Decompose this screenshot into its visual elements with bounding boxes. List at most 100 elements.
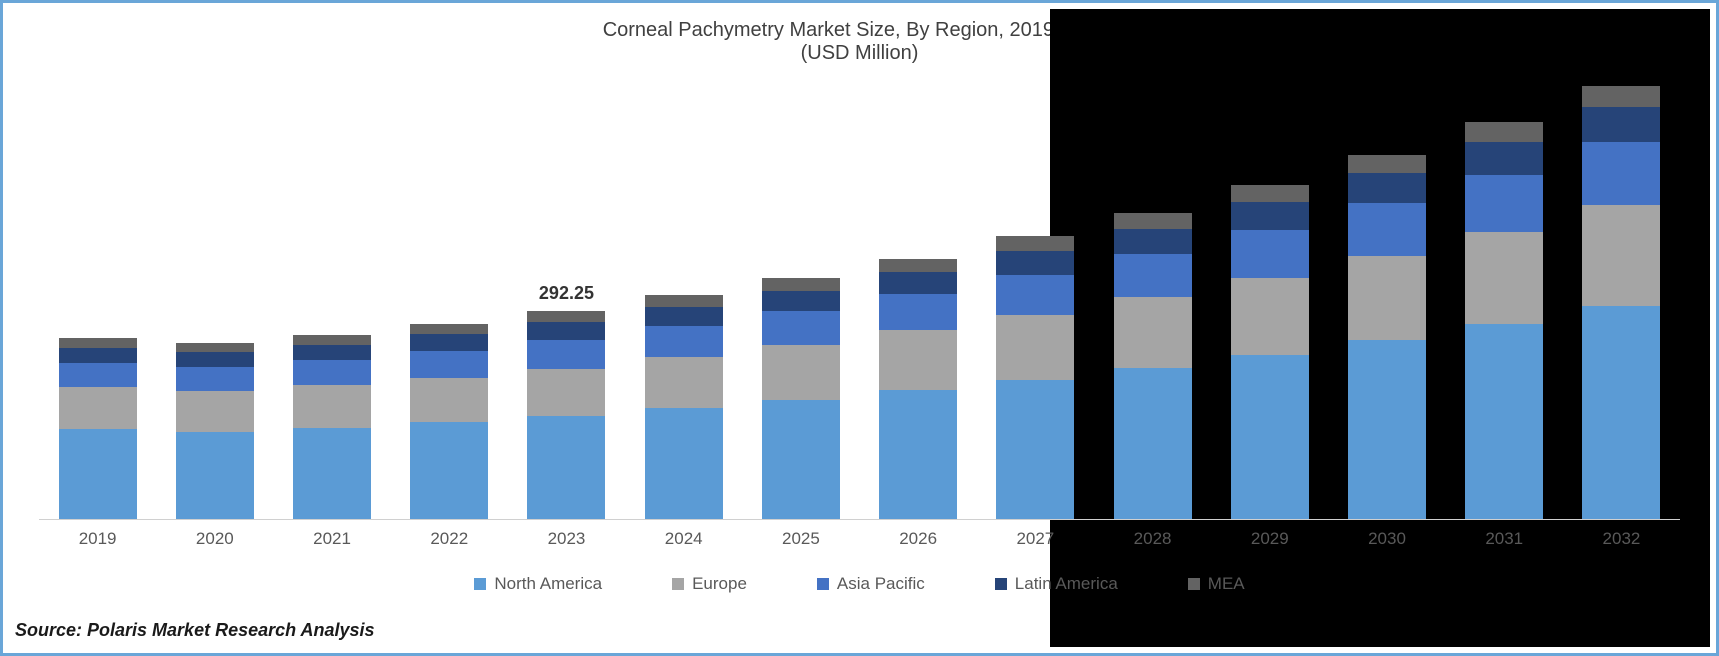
bar-segment [1114,213,1192,228]
bar-segment [1582,306,1660,520]
x-axis-label: 2028 [1094,529,1211,549]
stacked-bar [1231,185,1309,519]
stacked-bar [879,259,957,519]
bar-segment [293,385,371,428]
bar-segment [59,338,137,348]
bar-segment [527,369,605,417]
stacked-bar [527,311,605,519]
stacked-bar [1348,155,1426,519]
stacked-bar [762,278,840,519]
bar-segment [1465,175,1543,232]
bar-segment [762,311,840,345]
bars-row [39,99,1680,519]
bar-segment [59,363,137,388]
bar-segment [1114,254,1192,297]
bar-segment [527,311,605,322]
bar-segment [1348,155,1426,173]
bar-segment [1348,173,1426,203]
bar-slot [977,99,1094,519]
bar-segment [527,322,605,340]
stacked-bar [410,324,488,519]
bar-segment [59,348,137,363]
legend-item: MEA [1188,574,1245,594]
legend-swatch [995,578,1007,590]
chart-frame: Corneal Pachymetry Market Size, By Regio… [0,0,1719,656]
bar-segment [293,428,371,519]
bar-segment [762,400,840,519]
legend-label: Asia Pacific [837,574,925,594]
bar-segment [645,295,723,307]
x-axis-label: 2027 [977,529,1094,549]
stacked-bar [996,236,1074,519]
bar-segment [1231,230,1309,278]
bar-slot [1563,99,1680,519]
stacked-bar [1114,213,1192,519]
bar-slot [273,99,390,519]
bar-segment [293,335,371,345]
x-axis-label: 2030 [1328,529,1445,549]
bar-segment [645,326,723,357]
bar-slot [625,99,742,519]
legend-item: Asia Pacific [817,574,925,594]
x-axis-line [39,519,1680,520]
x-axis-label: 2031 [1446,529,1563,549]
bar-segment [176,391,254,432]
stacked-bar [1582,86,1660,519]
bar-slot [742,99,859,519]
bar-segment [1465,232,1543,324]
legend-label: North America [494,574,602,594]
bar-slot [156,99,273,519]
bar-segment [879,330,957,390]
stacked-bar [59,338,137,519]
plot-area [39,99,1680,519]
bar-segment [996,275,1074,315]
x-axis-label: 2023 [508,529,625,549]
bar-segment [1114,297,1192,368]
bar-segment [1348,340,1426,519]
bar-segment [996,315,1074,380]
bar-segment [645,408,723,519]
bar-segment [410,422,488,519]
bar-segment [645,307,723,326]
legend-label: Latin America [1015,574,1118,594]
bar-segment [1231,355,1309,520]
stacked-bar [645,295,723,519]
bar-segment [1231,278,1309,355]
bar-segment [762,278,840,291]
chart-title-line1: Corneal Pachymetry Market Size, By Regio… [603,19,1117,41]
bar-segment [410,324,488,335]
bar-segment [527,340,605,369]
x-axis-label: 2025 [742,529,859,549]
bar-segment [762,345,840,400]
stacked-bar [293,335,371,519]
bar-segment [1231,202,1309,230]
bar-segment [879,390,957,519]
bar-slot [1446,99,1563,519]
bar-segment [293,345,371,360]
bar-segment [879,259,957,272]
legend-swatch [817,578,829,590]
legend-swatch [1188,578,1200,590]
bar-segment [410,378,488,423]
bar-segment [1582,205,1660,305]
bar-segment [410,351,488,378]
x-axis-label: 2024 [625,529,742,549]
x-axis-label: 2020 [156,529,273,549]
bar-slot [1211,99,1328,519]
x-axis-label: 2022 [391,529,508,549]
bar-segment [59,387,137,429]
legend-item: Latin America [995,574,1118,594]
bar-segment [1231,185,1309,202]
bar-slot [39,99,156,519]
bar-slot [391,99,508,519]
bar-segment [1465,324,1543,519]
bar-segment [59,429,137,519]
bar-segment [1465,142,1543,175]
x-axis-label: 2021 [273,529,390,549]
legend-item: Europe [672,574,747,594]
bar-segment [527,416,605,519]
bar-segment [996,251,1074,275]
bar-segment [1348,203,1426,256]
bar-segment [1114,229,1192,254]
legend-swatch [474,578,486,590]
